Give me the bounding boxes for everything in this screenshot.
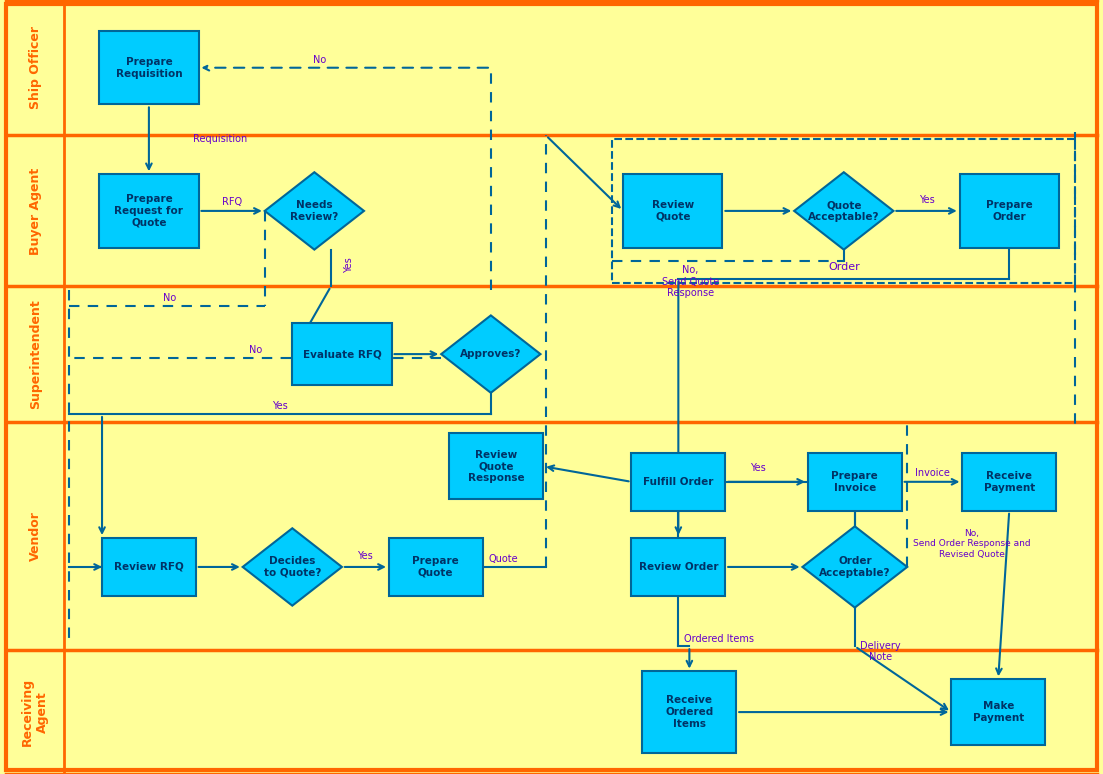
Text: Ship Officer: Ship Officer (29, 26, 42, 109)
Text: No: No (313, 55, 326, 65)
Text: Yes: Yes (272, 402, 288, 411)
Text: Vendor: Vendor (29, 511, 42, 561)
Text: Ordered Items: Ordered Items (684, 634, 753, 643)
Text: Requisition: Requisition (193, 135, 247, 144)
Text: Yes: Yes (357, 551, 373, 561)
Text: Prepare
Request for
Quote: Prepare Request for Quote (115, 194, 183, 228)
Text: Prepare
Requisition: Prepare Requisition (116, 57, 182, 78)
FancyBboxPatch shape (962, 453, 1056, 511)
FancyBboxPatch shape (631, 453, 726, 511)
Text: Make
Payment: Make Payment (973, 701, 1024, 723)
Polygon shape (803, 526, 907, 608)
Text: Review Order: Review Order (639, 562, 718, 572)
Text: Receiving
Agent: Receiving Agent (21, 678, 50, 746)
Bar (612, 139, 1075, 283)
Text: Receive
Ordered
Items: Receive Ordered Items (665, 696, 714, 728)
Polygon shape (243, 529, 342, 606)
Text: Fulfill Order: Fulfill Order (643, 477, 714, 487)
Text: Decides
to Quote?: Decides to Quote? (264, 557, 321, 577)
Text: Order: Order (828, 262, 859, 272)
Text: Invoice: Invoice (914, 467, 950, 478)
Text: Quote
Acceptable?: Quote Acceptable? (808, 200, 879, 221)
Text: Approves?: Approves? (460, 349, 522, 359)
Text: No,
Send Quote
Response: No, Send Quote Response (662, 265, 719, 298)
Text: RFQ: RFQ (222, 197, 242, 207)
Text: Evaluate RFQ: Evaluate RFQ (302, 349, 382, 359)
Polygon shape (441, 316, 540, 393)
FancyBboxPatch shape (99, 31, 199, 104)
FancyBboxPatch shape (292, 324, 392, 385)
Text: Receive
Payment: Receive Payment (984, 471, 1035, 492)
Text: No: No (163, 293, 176, 303)
Text: Review
Quote
Response: Review Quote Response (468, 450, 525, 483)
FancyBboxPatch shape (960, 174, 1059, 248)
Text: Yes: Yes (750, 463, 765, 473)
Text: No: No (248, 345, 263, 355)
FancyBboxPatch shape (450, 433, 544, 499)
FancyBboxPatch shape (101, 538, 196, 596)
Text: Prepare
Quote: Prepare Quote (413, 557, 459, 577)
Polygon shape (794, 173, 893, 250)
Text: Review RFQ: Review RFQ (114, 562, 184, 572)
FancyBboxPatch shape (623, 174, 722, 248)
Text: Yes: Yes (919, 195, 934, 205)
FancyBboxPatch shape (642, 672, 737, 752)
Text: Prepare
Order: Prepare Order (986, 200, 1032, 221)
FancyBboxPatch shape (951, 680, 1046, 745)
Text: No,
Send Order Response and
Revised Quote: No, Send Order Response and Revised Quot… (913, 529, 1030, 559)
Text: Yes: Yes (344, 257, 354, 273)
Text: Buyer Agent: Buyer Agent (29, 167, 42, 255)
Text: Delivery
Note: Delivery Note (860, 641, 901, 663)
FancyBboxPatch shape (631, 538, 726, 596)
Text: Review
Quote: Review Quote (652, 200, 694, 221)
Text: Needs
Review?: Needs Review? (290, 200, 339, 221)
FancyBboxPatch shape (99, 174, 199, 248)
Text: Prepare
Invoice: Prepare Invoice (832, 471, 878, 492)
Text: Superintendent: Superintendent (29, 300, 42, 409)
Text: Order
Acceptable?: Order Acceptable? (820, 557, 890, 577)
Text: Quote: Quote (489, 554, 518, 564)
FancyBboxPatch shape (389, 538, 483, 596)
FancyBboxPatch shape (807, 453, 902, 511)
Polygon shape (265, 173, 364, 250)
